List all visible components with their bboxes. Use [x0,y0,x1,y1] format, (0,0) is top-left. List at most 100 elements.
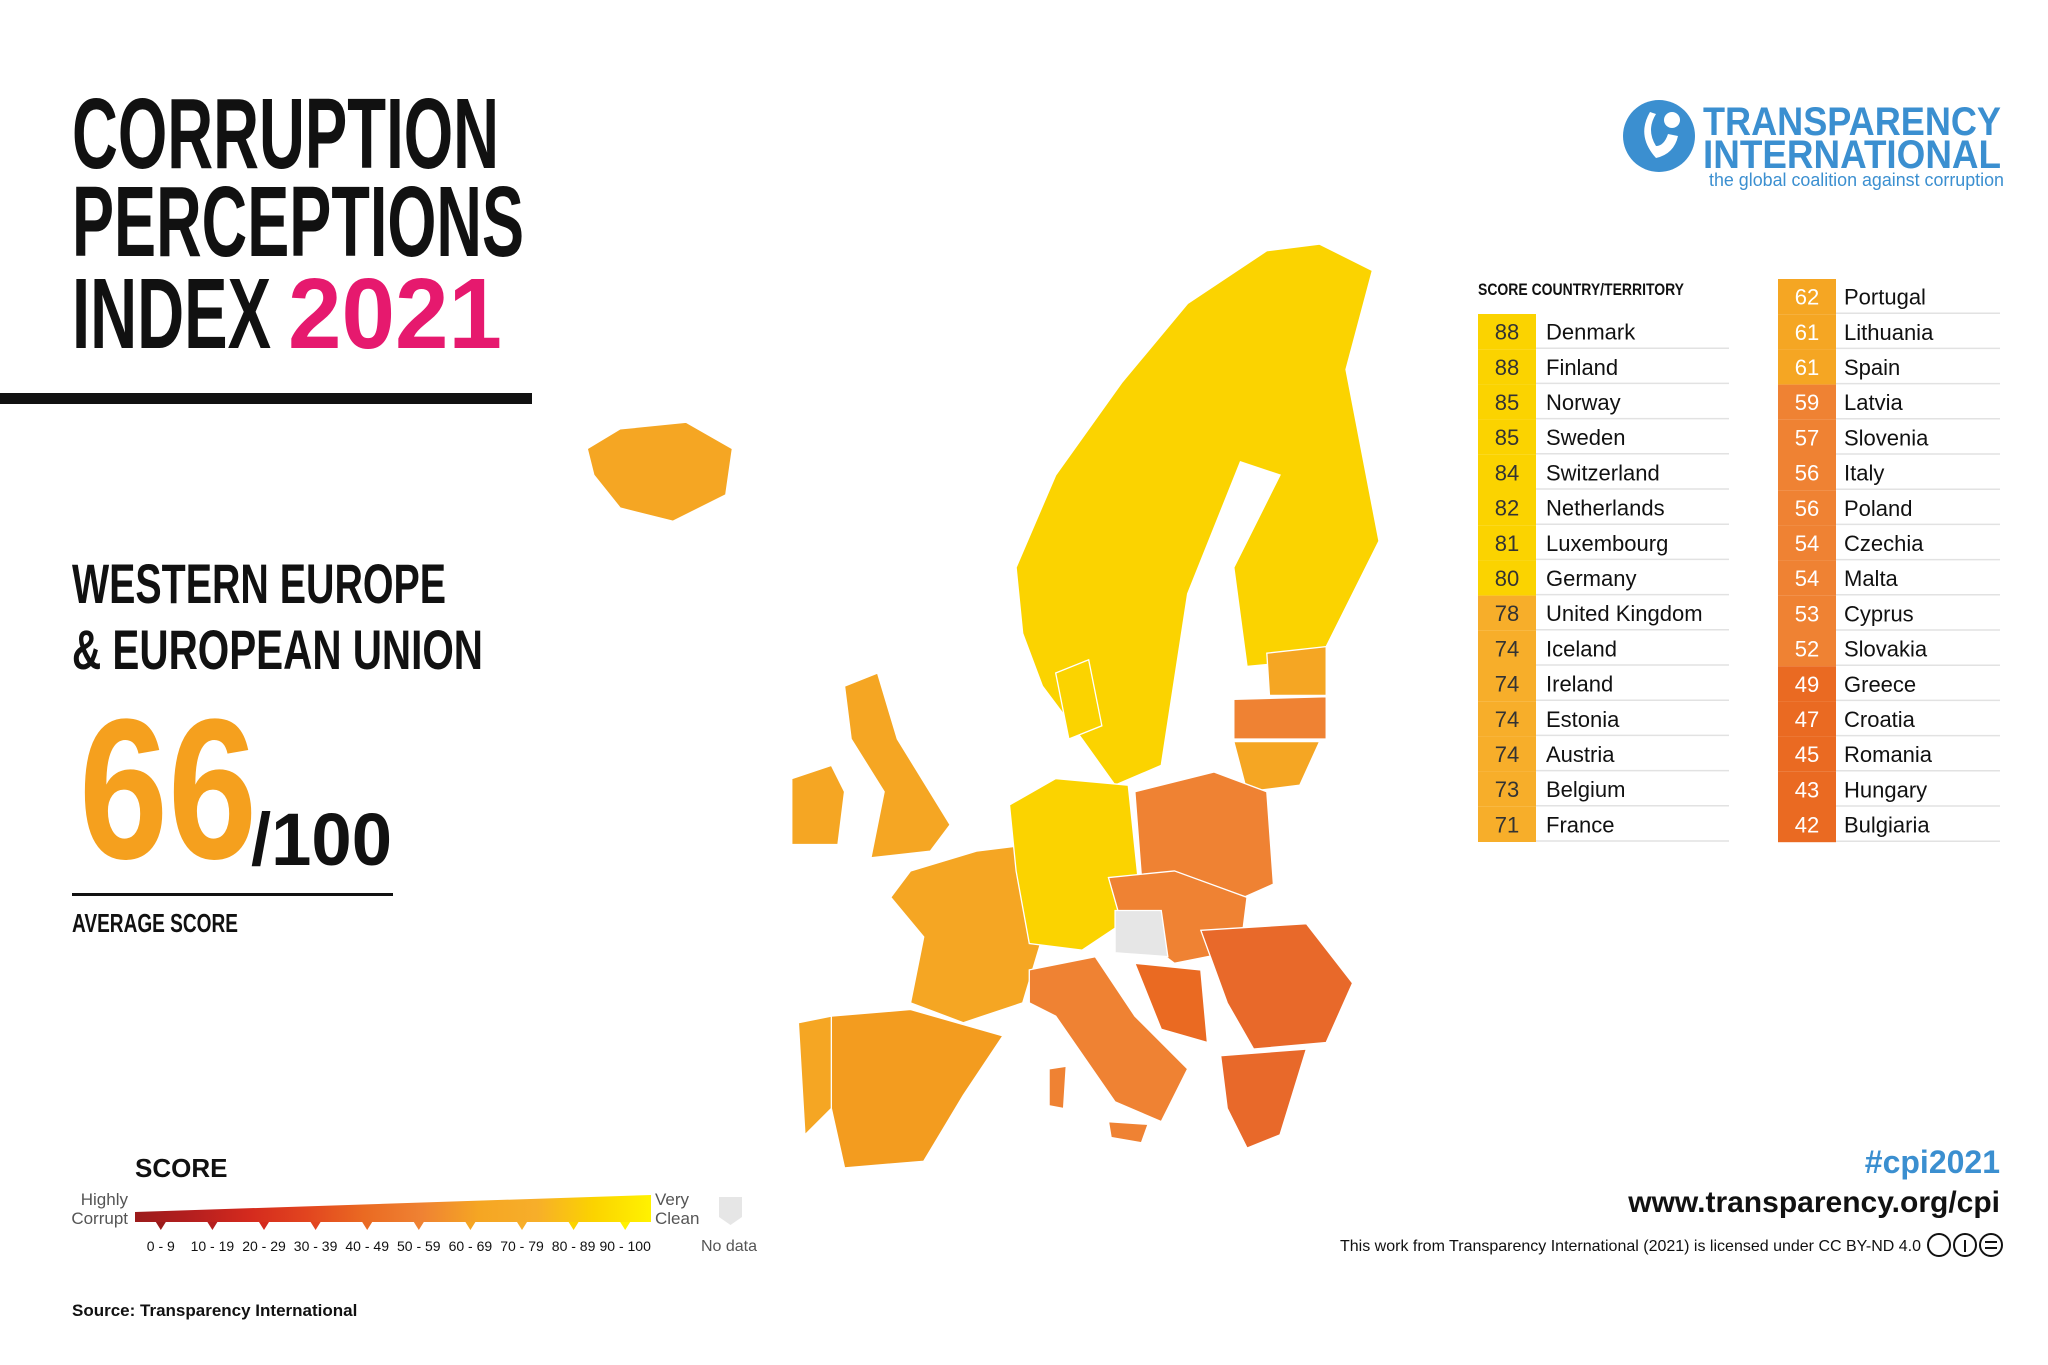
map-country [1028,955,1189,1123]
score-cell [1778,419,1836,455]
score-cell [1778,701,1836,737]
hashtag: #cpi2021 [1865,1144,2000,1180]
score-value: 88 [1495,320,1519,345]
score-cell [1778,455,1836,491]
legend-tick [517,1222,527,1230]
score-cell [1778,314,1836,350]
country-name: Malta [1844,566,1899,591]
legend-bin-label: 90 - 100 [600,1238,652,1254]
map-country [1054,658,1103,740]
score-value: 80 [1495,566,1519,591]
country-name: Estonia [1546,707,1620,732]
legend: SCORE Highly Corrupt Very Clean No data … [71,1153,757,1255]
country-name: Denmark [1546,320,1636,345]
score-value: 74 [1495,707,1519,732]
score-cell [1478,454,1536,490]
country-name: Belgium [1546,777,1625,802]
score-cell [1478,349,1536,385]
title-year: 2021 [288,258,502,370]
country-name: France [1546,812,1614,837]
country-name: Croatia [1844,707,1916,732]
score-value: 57 [1795,425,1819,450]
country-name: Luxembourg [1546,531,1668,556]
title-line: CORRUPTION [72,78,499,190]
score-value: 54 [1795,531,1819,556]
map-country [1133,962,1209,1044]
country-name: Poland [1844,496,1913,521]
score-value: 42 [1795,813,1819,838]
score-value: 88 [1495,355,1519,380]
score-value: 52 [1795,637,1819,662]
score-value: 43 [1795,777,1819,802]
score-cell [1478,560,1536,596]
country-name: Spain [1844,355,1900,380]
country-name: Lithuania [1844,320,1934,345]
country-name: Germany [1546,566,1636,591]
logo-name: INTERNATIONAL [1703,133,2001,177]
source: Source: Transparency International [72,1301,357,1320]
logo: TRANSPARENCY INTERNATIONAL the global co… [1623,100,2004,190]
legend-high: Very [655,1190,690,1209]
legend-title: SCORE [135,1153,227,1183]
score-value: 59 [1795,390,1819,415]
legend-bin-label: 80 - 89 [552,1238,596,1254]
legend-bin-label: 60 - 69 [449,1238,493,1254]
logo-mark [1623,100,1695,172]
map-country [830,1008,1004,1169]
legend-high: Clean [655,1209,699,1228]
score-table: 88 Denmark 88 Finland 85 Norway 85 Sweden 84 Swit… [1478,279,2000,843]
map-country [1107,1120,1149,1144]
score-caption: AVERAGE SCORE [72,908,238,938]
average-score: 66 [79,678,257,901]
score-cell [1778,384,1836,420]
map-country [1266,645,1327,697]
score-cell [1778,595,1836,631]
legend-bin-label: 10 - 19 [191,1238,235,1254]
region-line: WESTERN EUROPE [72,552,446,615]
legend-tick [465,1222,476,1230]
country-name: Ireland [1546,672,1613,697]
title-line: INDEX [72,258,271,370]
legend-tick [207,1222,218,1230]
legend-low: Highly [81,1190,129,1209]
map-country [843,672,951,859]
country-name: Norway [1546,390,1621,415]
map-country [797,1015,833,1137]
country-name: Iceland [1546,636,1617,661]
score-cell [1778,807,1836,843]
legend-bin-label: 30 - 39 [294,1238,338,1254]
score-value: 49 [1795,672,1819,697]
legend-bin-label: 70 - 79 [500,1238,544,1254]
score-cell [1478,314,1536,350]
legend-bin-label: 20 - 29 [242,1238,286,1254]
title-rule [0,393,532,404]
country-name: Czechia [1844,531,1924,556]
country-name: Switzerland [1546,460,1660,485]
legend-ramp [135,1195,651,1222]
score-cell [1478,666,1536,702]
map-country [791,764,846,846]
country-name: Netherlands [1546,496,1665,521]
score-cell [1778,525,1836,561]
cc-icon [1927,1233,1951,1257]
map-country [889,843,1044,1024]
score-cell [1778,490,1836,526]
map-country [1015,243,1380,786]
country-name: Bulgiaria [1844,813,1930,838]
country-name: Finland [1546,355,1618,380]
logo-mark-head [1664,112,1680,128]
country-name: Latvia [1844,390,1903,415]
score-value: 74 [1495,672,1519,697]
country-name: Romania [1844,742,1933,767]
score-cell [1478,419,1536,455]
cc-icon [1953,1233,1977,1257]
cc-icon-glyph [1964,1240,1997,1252]
legend-bin-label: 0 - 9 [147,1238,175,1254]
map-country [1114,909,1169,958]
map-country [1048,1065,1067,1110]
country-name: Sweden [1546,425,1626,450]
score-value: 85 [1495,390,1519,415]
score-value: 61 [1795,355,1819,380]
country-name: Hungary [1844,777,1927,802]
